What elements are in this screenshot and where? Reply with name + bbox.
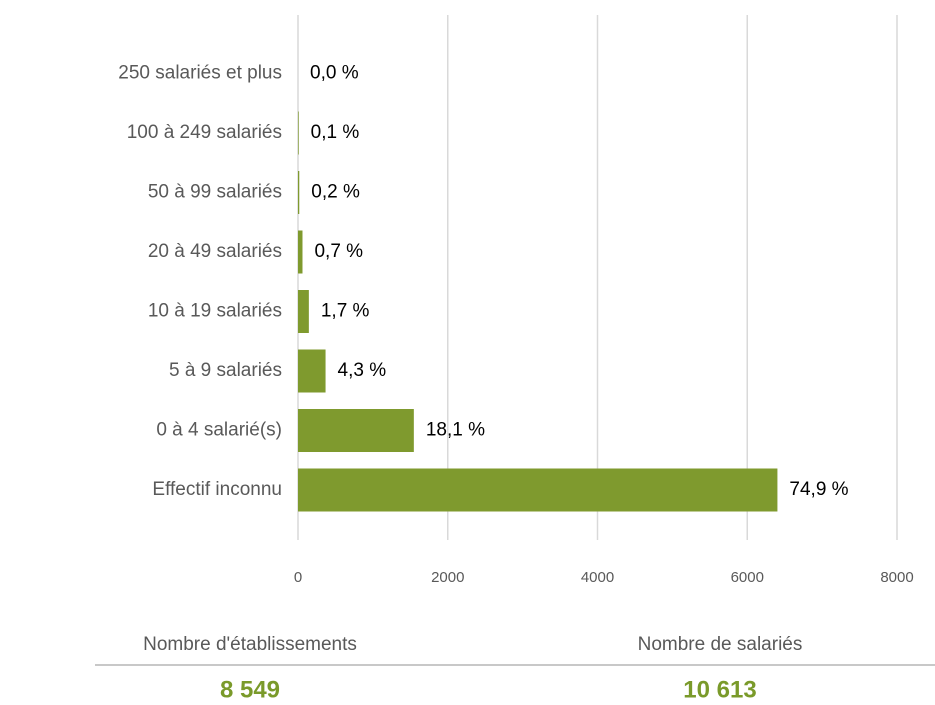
- summary-label: Nombre de salariés: [638, 634, 803, 655]
- data-label: 0,0 %: [310, 63, 359, 84]
- y-tick-label: 20 à 49 salariés: [148, 241, 282, 262]
- y-tick-label: 10 à 19 salariés: [148, 301, 282, 322]
- data-label: 0,1 %: [311, 122, 360, 143]
- x-tick-label: 6000: [731, 569, 764, 586]
- data-label: 0,7 %: [314, 241, 363, 262]
- bar: [298, 171, 300, 214]
- summary-value: 8 549: [220, 676, 280, 703]
- y-tick-label: 250 salariés et plus: [118, 63, 282, 84]
- data-label: 74,9 %: [789, 479, 848, 500]
- bar: [298, 409, 414, 452]
- y-tick-label: Effectif inconnu: [152, 479, 282, 500]
- summary-label: Nombre d'établissements: [143, 634, 357, 655]
- bar: [298, 230, 303, 274]
- x-tick-label: 0: [294, 569, 302, 586]
- data-label: 18,1 %: [426, 420, 485, 441]
- bar: [298, 290, 309, 333]
- x-tick-label: 4000: [581, 569, 614, 586]
- data-label: 1,7 %: [321, 301, 370, 322]
- y-tick-label: 50 à 99 salariés: [148, 182, 282, 203]
- bar: [298, 111, 299, 155]
- data-label: 0,2 %: [311, 182, 360, 203]
- summary-value: 10 613: [683, 676, 756, 703]
- bar: [298, 349, 326, 393]
- y-tick-label: 5 à 9 salariés: [169, 360, 282, 381]
- x-tick-label: 8000: [880, 569, 913, 586]
- bar: [298, 468, 778, 512]
- x-tick-label: 2000: [431, 569, 464, 586]
- data-label: 4,3 %: [338, 360, 387, 381]
- y-tick-label: 100 à 249 salariés: [127, 122, 282, 143]
- y-tick-label: 0 à 4 salarié(s): [156, 420, 282, 441]
